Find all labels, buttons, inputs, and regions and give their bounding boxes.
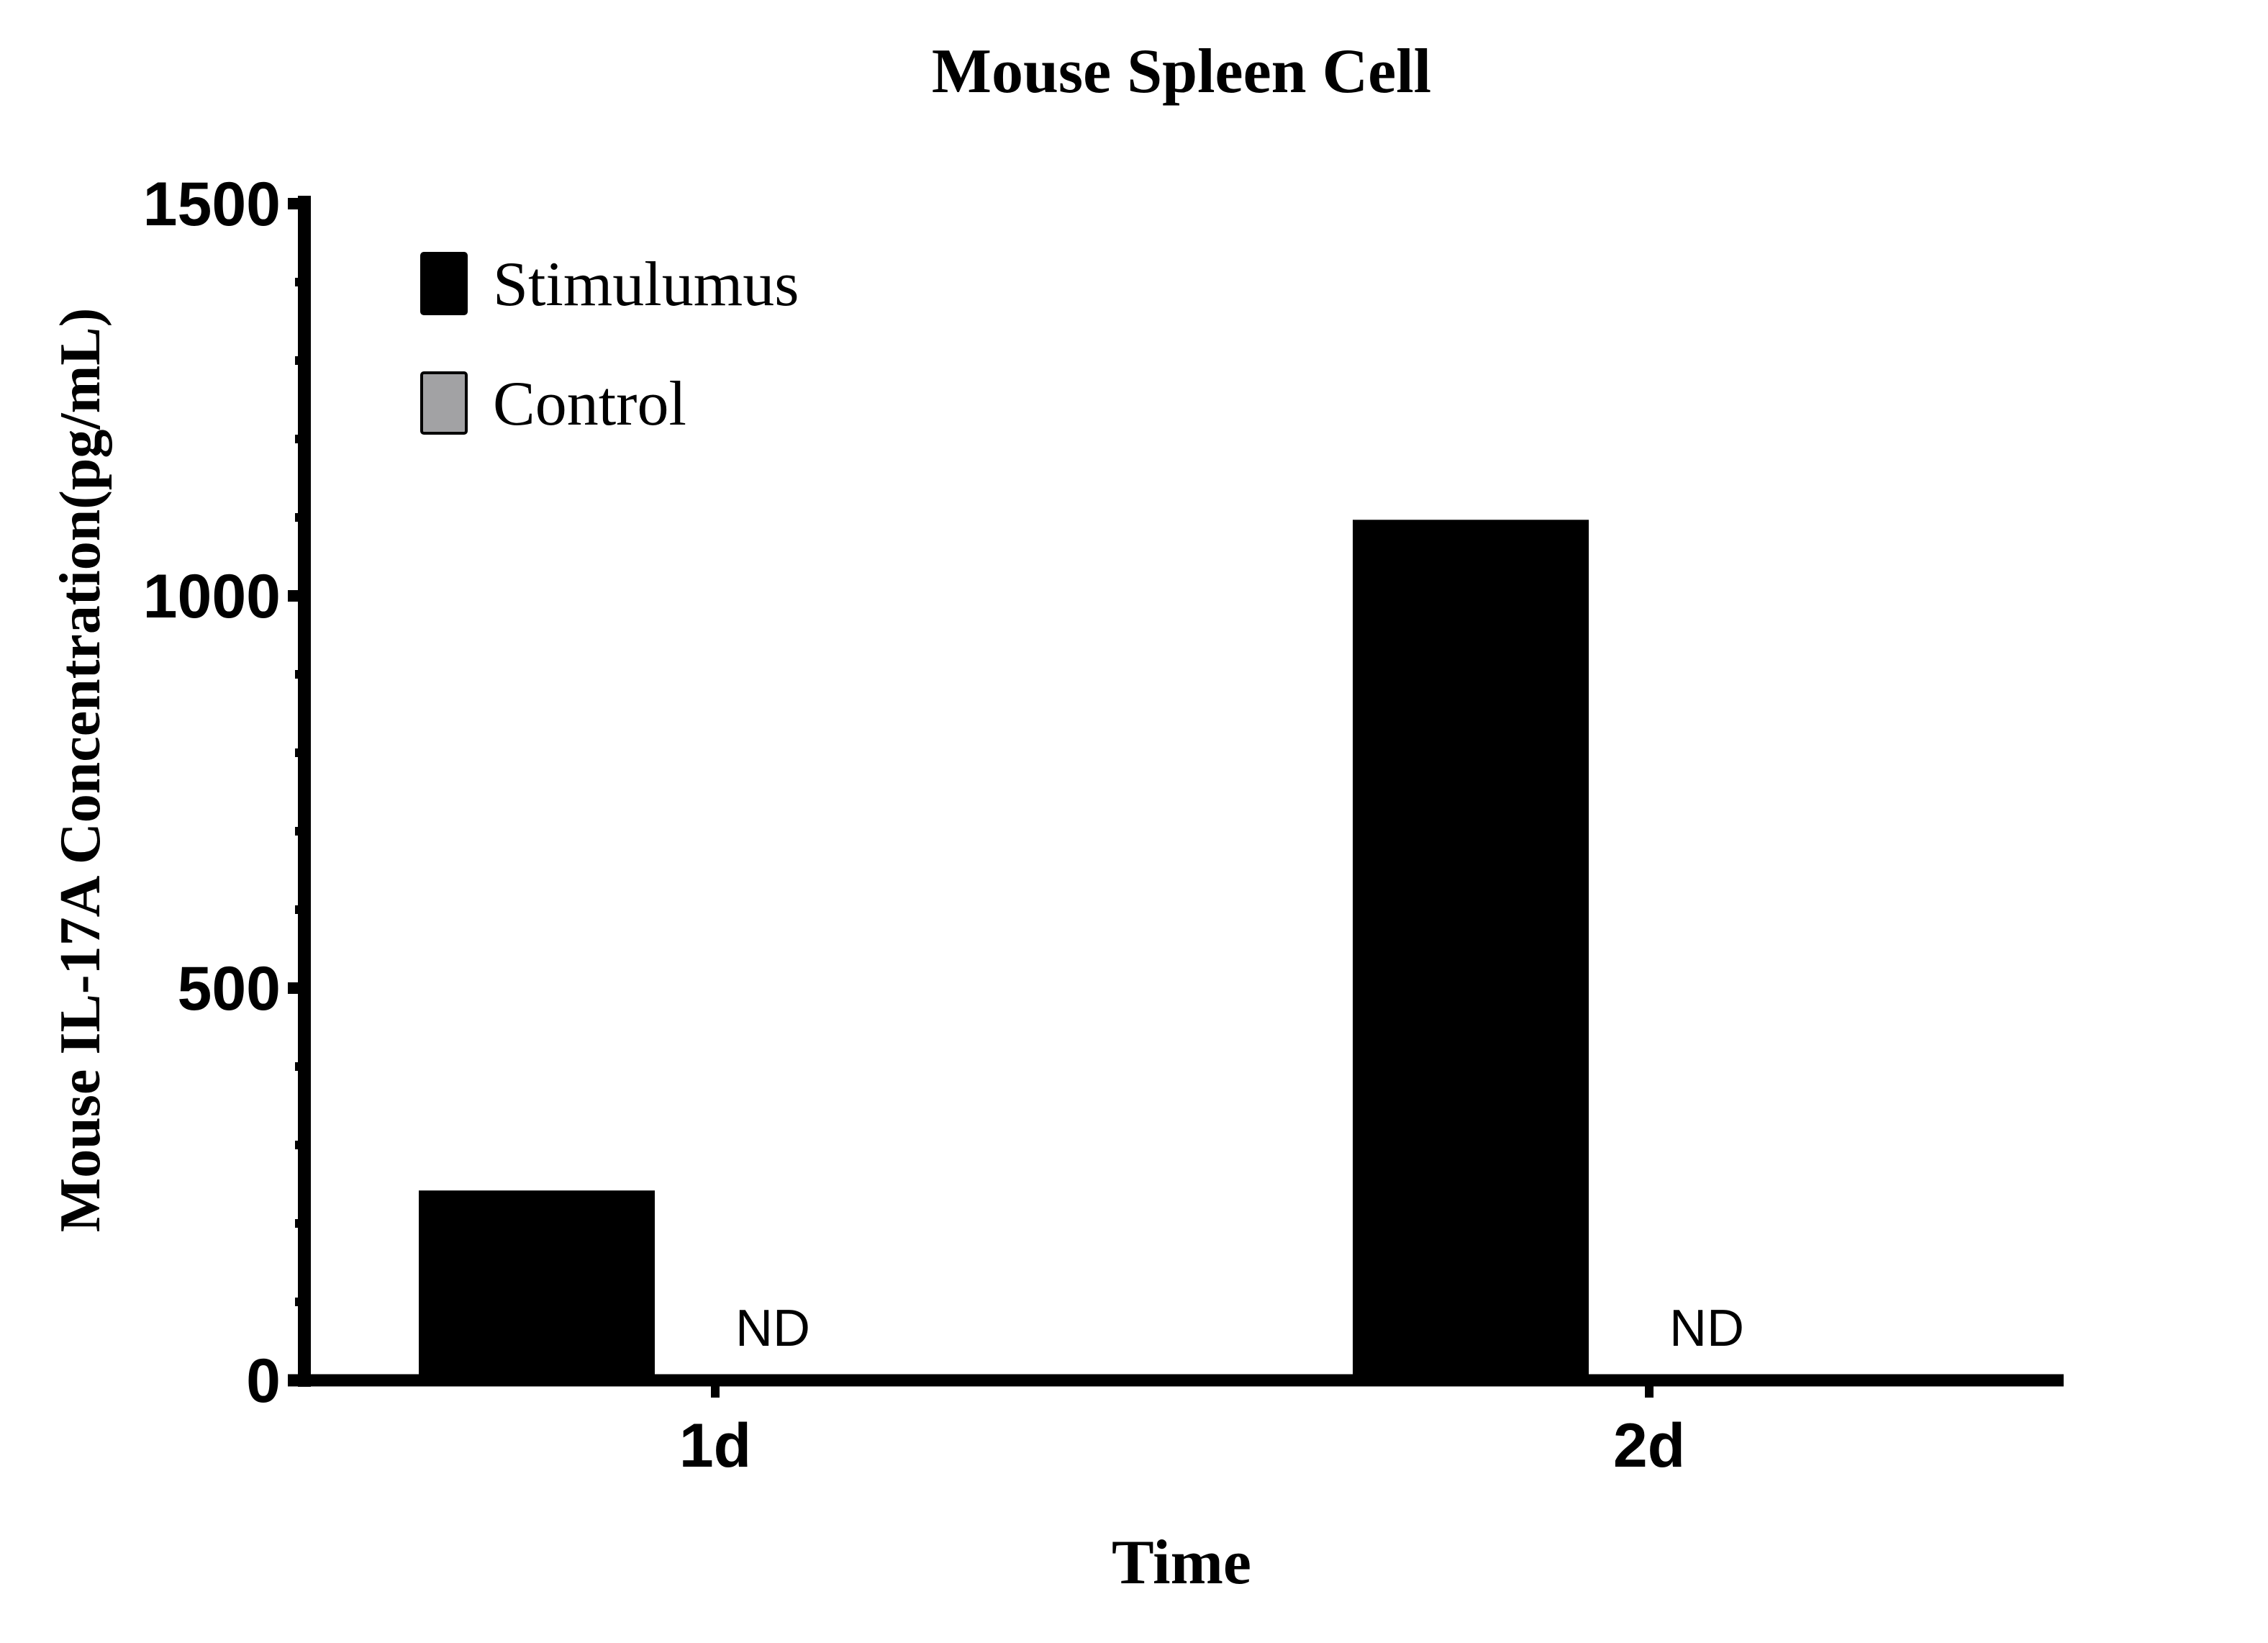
y-axis-ticks: 0 500 1000 1500 [143,170,304,1416]
x-axis-ticks: 1d 2d [679,1380,1685,1480]
y-tick-label: 1500 [143,170,281,239]
x-axis-label: Time [1112,1528,1251,1598]
x-tick-label: 2d [1613,1411,1685,1480]
bar-stimulumus-1d [419,1190,655,1380]
chart-title: Mouse Spleen Cell [932,37,1431,107]
nd-annotation: ND [735,1300,810,1357]
legend-label-control: Control [493,369,686,439]
y-tick-label: 0 [246,1346,281,1416]
legend-swatch-control [420,371,468,435]
y-tick-label: 500 [178,954,281,1023]
x-tick-label: 1d [679,1411,751,1480]
y-axis-label: Mouse IL-17A Concentration(pg/mL) [49,308,112,1232]
bar-stimulumus-2d [1353,520,1589,1380]
legend-swatch-stimulumus [420,252,468,315]
nd-annotation: ND [1669,1300,1744,1357]
legend-label-stimulumus: Stimulumus [493,250,799,320]
y-tick-label: 1000 [143,562,281,631]
legend: Stimulumus Control [420,250,799,439]
bars: ND ND [419,520,1744,1380]
